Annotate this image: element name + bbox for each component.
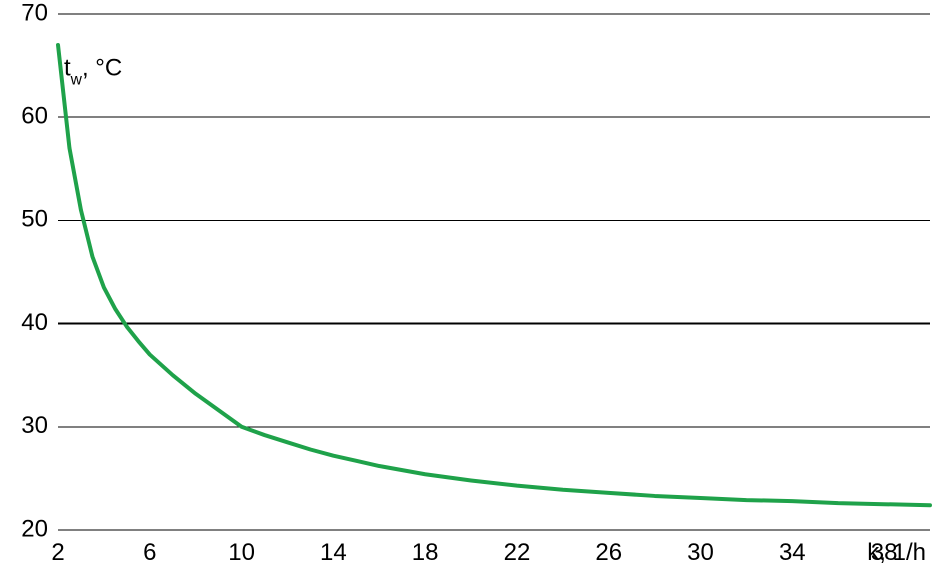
y-tick-label: 30: [21, 412, 48, 439]
x-tick-label: 30: [687, 539, 714, 566]
y-tick-label: 50: [21, 206, 48, 233]
x-tick-label: 26: [595, 539, 622, 566]
y-tick-label: 70: [21, 0, 48, 26]
x-tick-label: 18: [412, 539, 439, 566]
x-tick-label: 10: [228, 539, 255, 566]
y-tick-label: 60: [21, 103, 48, 130]
x-tick-label: 34: [779, 539, 806, 566]
chart-container: 203040506070261014182226303438tw, °Ck, 1…: [0, 0, 938, 572]
y-tick-label: 20: [21, 515, 48, 542]
x-tick-label: 6: [143, 539, 156, 566]
x-tick-label: 22: [504, 539, 531, 566]
x-tick-label: 14: [320, 539, 347, 566]
y-tick-label: 40: [21, 309, 48, 336]
x-tick-label: 2: [51, 539, 64, 566]
line-chart: 203040506070261014182226303438tw, °Ck, 1…: [0, 0, 938, 572]
x-axis-label: k, 1/h: [867, 539, 926, 566]
